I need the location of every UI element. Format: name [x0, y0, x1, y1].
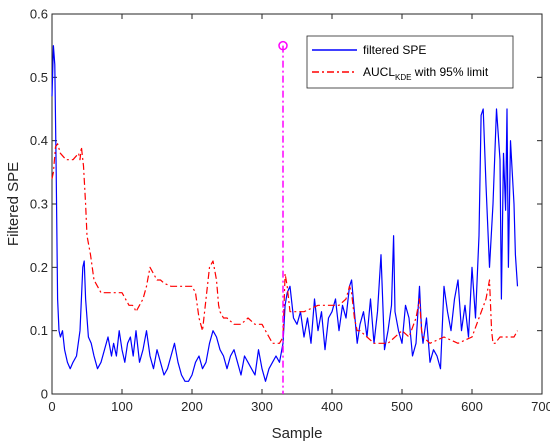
y-tick-label: 0.4 [30, 133, 48, 148]
x-tick-label: 400 [321, 399, 343, 414]
y-tick-label: 0.3 [30, 197, 48, 212]
legend-box [306, 35, 514, 89]
y-tick-label: 0.1 [30, 323, 48, 338]
series-layer [51, 45, 519, 382]
fault-marker-circle [278, 40, 288, 51]
x-tick-label: 200 [181, 399, 203, 414]
x-tick-label: 100 [111, 399, 133, 414]
series-line-aucl-kde [51, 143, 519, 344]
series-line-filtered-spe [51, 45, 519, 382]
x-axis-ticks: 0 100 200 300 400 500 600 700 [48, 14, 550, 414]
x-axis-title: Sample [272, 425, 323, 442]
legend-label-aucl-kde: AUCLKDE with 95% limit [363, 65, 489, 82]
x-tick-label: 300 [251, 399, 273, 414]
y-tick-label: 0.5 [30, 70, 48, 85]
y-axis-ticks: 0 0.1 0.2 0.3 0.4 0.5 0.6 [30, 7, 542, 402]
legend: filtered SPE AUCLKDE with 95% limit [306, 35, 514, 89]
y-tick-label: 0.6 [30, 7, 48, 22]
y-tick-label: 0.2 [30, 260, 48, 275]
legend-label-aucl-sub: KDE [395, 73, 411, 82]
x-tick-label: 700 [531, 399, 550, 414]
y-axis-title: Filtered SPE [5, 162, 22, 246]
x-tick-label: 0 [48, 399, 55, 414]
legend-label-filtered-spe: filtered SPE [363, 43, 426, 57]
fault-marker-layer [278, 40, 288, 394]
y-tick-label: 0 [41, 387, 48, 402]
legend-label-aucl-main: AUCL [363, 65, 395, 79]
x-tick-label: 500 [391, 399, 413, 414]
x-tick-label: 600 [461, 399, 483, 414]
legend-label-aucl-tail: with 95% limit [411, 65, 488, 79]
